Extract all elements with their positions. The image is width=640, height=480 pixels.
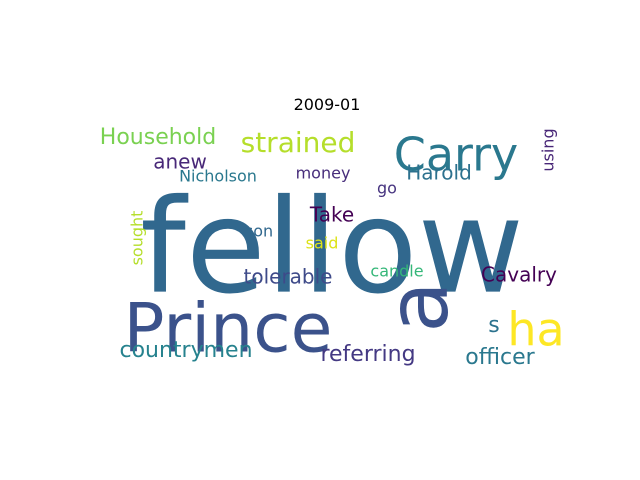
word-sought: sought (128, 211, 147, 266)
word-fellow: fellow (140, 171, 524, 323)
word-countrymen: countrymen (119, 338, 252, 363)
word-harold: Harold (406, 161, 472, 185)
word-candle: candle (370, 262, 423, 281)
word-ha: ha (507, 303, 564, 357)
word-take: Take (309, 203, 354, 227)
word-carry: Carry (394, 128, 519, 182)
word-son: son (245, 222, 273, 241)
word-using: using (539, 128, 558, 171)
word-s: s (488, 313, 499, 338)
word-referring: referring (320, 342, 415, 367)
word-said: said (306, 234, 339, 253)
figure-title: 2009-01 (294, 95, 361, 114)
word-cavalry: Cavalry (481, 263, 557, 287)
word-money: money (296, 164, 351, 183)
word-strained: strained (241, 126, 356, 159)
word-go: go (377, 179, 397, 198)
word-officer: officer (465, 345, 535, 370)
word-nicholson: Nicholson (179, 167, 257, 186)
word-household: Household (100, 125, 216, 150)
word-anew: anew (153, 150, 207, 174)
word-prince: Prince (124, 290, 333, 369)
word-a: a (369, 281, 467, 332)
word-tolerable: tolerable (244, 265, 333, 289)
